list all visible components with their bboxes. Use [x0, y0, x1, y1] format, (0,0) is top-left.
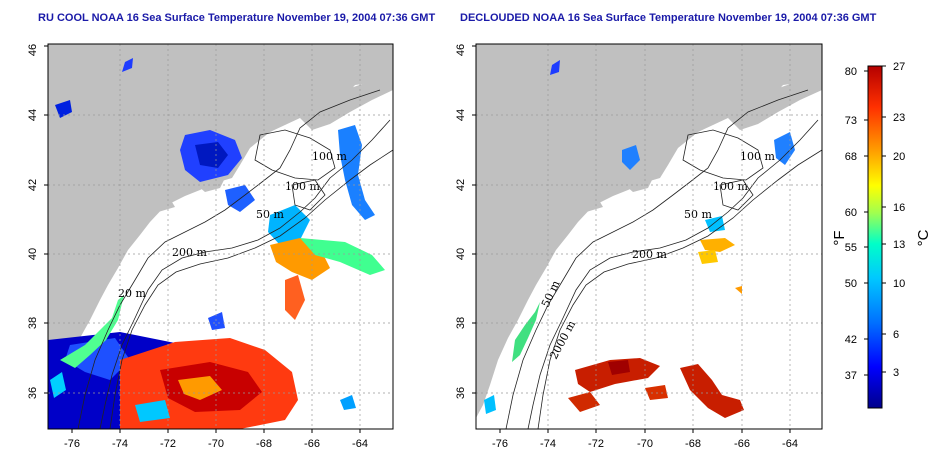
colorbar-ticks — [864, 65, 886, 376]
contour-label-100m-a: 100 m — [312, 150, 347, 163]
fahrenheit-tick-labels: 80 73 68 60 55 50 42 37 — [845, 66, 857, 382]
right-map-frame — [475, 43, 823, 430]
c-tick-label: 3 — [893, 367, 899, 379]
contour-label-50m-a: 50 m — [256, 208, 284, 221]
f-tick-label: 68 — [845, 151, 857, 163]
gridlines-right — [476, 44, 822, 429]
c-tick-label: 6 — [893, 329, 899, 341]
x-tick-label: -70 — [637, 438, 653, 450]
x-tick-label: -68 — [685, 438, 701, 450]
left-axis-ticks — [44, 45, 361, 433]
c-tick-label: 16 — [893, 202, 905, 214]
x-tick-label: -64 — [352, 438, 368, 450]
f-tick-label: 50 — [845, 278, 857, 290]
contour-label-100m-b: 100 m — [285, 180, 320, 193]
c-tick-label: 20 — [893, 151, 905, 163]
c-tick-label: 13 — [893, 239, 905, 251]
y-tick-label: 42 — [455, 179, 467, 191]
gridlines-left — [48, 44, 393, 429]
x-tick-label: -70 — [208, 438, 224, 450]
x-tick-label: -74 — [112, 438, 128, 450]
y-tick-label: 42 — [27, 179, 39, 191]
y-tick-label: 38 — [455, 317, 467, 329]
x-tick-label: -72 — [588, 438, 604, 450]
y-tick-label: 36 — [27, 387, 39, 399]
temperature-colorbar: 80 73 68 60 55 50 42 37 27 23 20 16 13 1… — [831, 61, 932, 409]
c-tick-label: 10 — [893, 278, 905, 290]
x-tick-label: -66 — [734, 438, 750, 450]
y-tick-label: 46 — [455, 44, 467, 56]
x-tick-label: -76 — [492, 438, 508, 450]
f-tick-label: 42 — [845, 334, 857, 346]
right-map-panel: 100 m 100 m 50 m 200 m 50 m 2000 m — [476, 44, 822, 429]
left-y-tick-labels: 36 38 40 42 44 46 — [27, 44, 39, 399]
y-tick-label: 46 — [27, 44, 39, 56]
x-tick-label: -64 — [782, 438, 798, 450]
contour-label-100m-a: 100 m — [740, 150, 775, 163]
f-tick-label: 60 — [845, 207, 857, 219]
c-tick-label: 27 — [893, 61, 905, 73]
fahrenheit-unit-label: °F — [831, 230, 848, 245]
right-panel-title: DECLOUDED NOAA 16 Sea Surface Temperatur… — [460, 12, 877, 24]
y-tick-label: 40 — [455, 248, 467, 260]
cape-cod — [626, 172, 654, 192]
right-x-tick-labels: -76 -74 -72 -70 -68 -66 -64 — [492, 438, 798, 450]
x-tick-label: -72 — [160, 438, 176, 450]
x-tick-label: -74 — [540, 438, 556, 450]
celsius-tick-labels: 27 23 20 16 13 10 6 3 — [893, 61, 905, 379]
left-x-tick-labels: -76 -74 -72 -70 -68 -66 -64 — [64, 438, 368, 450]
f-tick-label: 73 — [845, 115, 857, 127]
x-tick-label: -76 — [64, 438, 80, 450]
contour-label-200m: 200 m — [172, 246, 207, 259]
land-mass — [476, 44, 822, 418]
contour-label-200m: 200 m — [632, 248, 667, 261]
celsius-unit-label: °C — [915, 229, 932, 246]
y-tick-label: 38 — [27, 317, 39, 329]
f-tick-label: 80 — [845, 66, 857, 78]
left-map-frame — [47, 43, 394, 430]
long-island — [130, 202, 175, 218]
x-tick-label: -68 — [256, 438, 272, 450]
y-tick-label: 36 — [455, 387, 467, 399]
colorbar-gradient — [867, 65, 883, 409]
right-axis-ticks — [472, 45, 791, 433]
land-mass — [48, 44, 393, 418]
y-tick-label: 40 — [27, 248, 39, 260]
cape-cod — [198, 172, 226, 192]
contour-label-50m-a: 50 m — [684, 208, 712, 221]
f-tick-label: 55 — [845, 242, 857, 254]
f-tick-label: 37 — [845, 370, 857, 382]
c-tick-label: 23 — [893, 112, 905, 124]
y-tick-label: 44 — [27, 109, 39, 121]
x-tick-label: -66 — [304, 438, 320, 450]
y-tick-label: 44 — [455, 109, 467, 121]
left-map-panel: 100 m 100 m 50 m 200 m 20 m — [48, 44, 393, 429]
long-island — [558, 202, 603, 218]
contour-label-100m-b: 100 m — [713, 180, 748, 193]
sst-patches-right — [484, 60, 795, 418]
right-y-tick-labels: 36 38 40 42 44 46 — [455, 44, 467, 399]
left-panel-title: RU COOL NOAA 16 Sea Surface Temperature … — [38, 12, 436, 24]
contour-label-20m: 20 m — [118, 287, 146, 300]
